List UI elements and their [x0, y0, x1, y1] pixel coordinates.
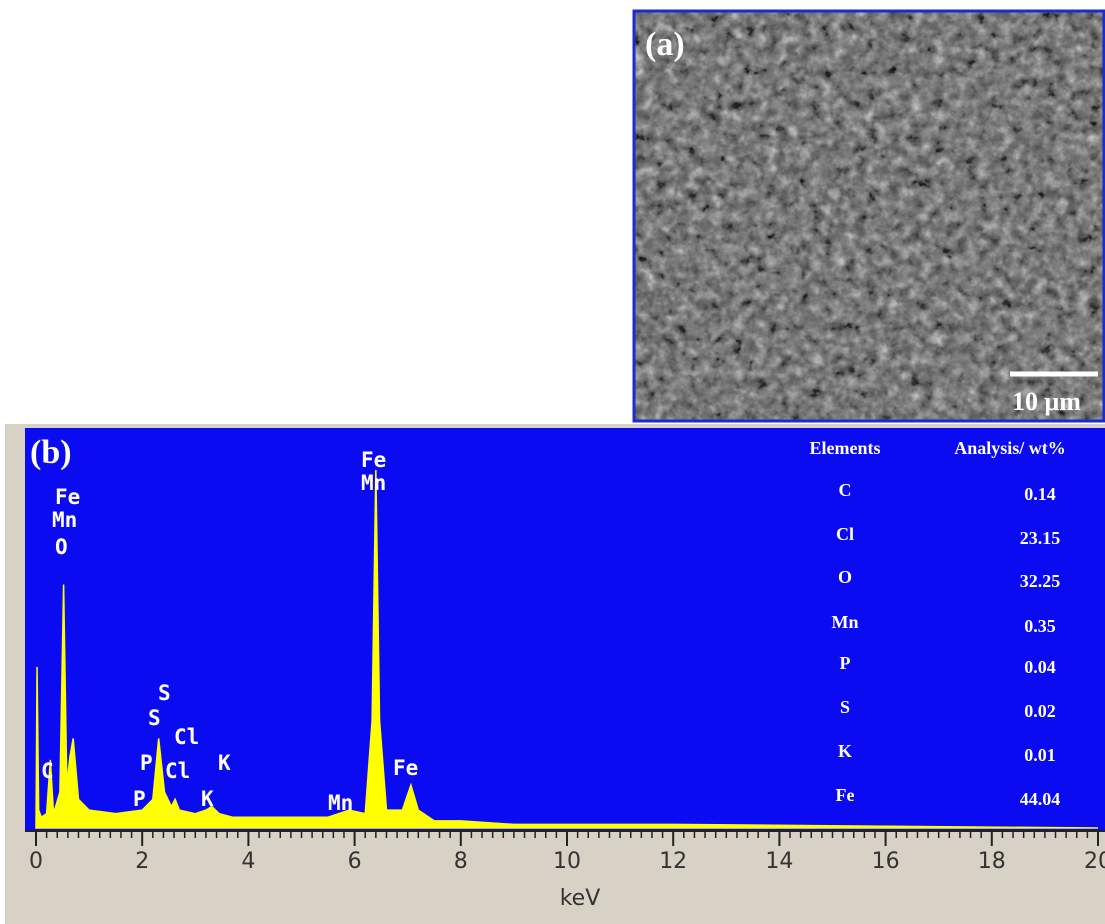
peak-label: C [41, 759, 54, 783]
table-element: K [838, 741, 852, 761]
peak-label: K [218, 751, 231, 775]
table-header: Elements [810, 438, 881, 458]
peak-label: Mn [361, 471, 386, 495]
table-element: C [839, 480, 852, 500]
x-tick-label: 0 [29, 849, 43, 874]
table-value: 23.15 [1020, 528, 1061, 548]
panel-b-label: (b) [30, 434, 72, 471]
table-header: Analysis/ wt% [954, 438, 1066, 458]
panel-a-label: (a) [645, 26, 685, 63]
x-axis-label: keV [560, 886, 601, 911]
peak-label: P [133, 787, 146, 811]
x-tick-label: 6 [348, 849, 362, 874]
table-value: 32.25 [1020, 571, 1061, 591]
table-value: 0.35 [1024, 616, 1056, 636]
peak-label: Cl [174, 725, 199, 749]
table-value: 0.02 [1024, 701, 1056, 721]
x-tick-label: 4 [241, 849, 255, 874]
table-element: Mn [832, 612, 859, 632]
table-value: 0.01 [1024, 745, 1056, 765]
x-tick-label: 8 [454, 849, 468, 874]
peak-label: Mn [52, 508, 77, 532]
page: {"panel_a":{"label":"(a)","scale_bar":"1… [0, 0, 1105, 924]
table-element: Cl [836, 524, 854, 544]
peak-label: Fe [361, 448, 386, 472]
peak-label: O [55, 535, 68, 559]
table-value: 44.04 [1020, 789, 1061, 809]
peak-label: S [148, 706, 161, 730]
table-value: 0.04 [1024, 657, 1056, 677]
scale-bar-label: 10 μm [1012, 387, 1081, 416]
table-element: O [838, 567, 852, 587]
table-element: Fe [836, 785, 855, 805]
peak-label: Cl [165, 759, 190, 783]
peak-label: Mn [328, 791, 353, 815]
sem-image [635, 12, 1103, 420]
x-tick-label: 12 [659, 849, 687, 874]
x-tick-label: 20 [1084, 849, 1105, 874]
peak-label: Fe [55, 485, 80, 509]
x-tick-label: 2 [135, 849, 149, 874]
peak-label: K [201, 787, 214, 811]
table-element: P [840, 653, 851, 673]
table-value: 0.14 [1024, 484, 1056, 504]
peak-label: S [158, 681, 171, 705]
x-tick-label: 14 [765, 849, 793, 874]
figure: (a) 10 μm (b) keV Elements Analysis/ wt%… [0, 0, 1105, 924]
x-tick-label: 16 [872, 849, 900, 874]
peak-label: P [140, 751, 153, 775]
x-tick-label: 10 [553, 849, 581, 874]
peak-label: Fe [393, 756, 418, 780]
x-tick-label: 18 [978, 849, 1006, 874]
table-element: S [840, 697, 850, 717]
